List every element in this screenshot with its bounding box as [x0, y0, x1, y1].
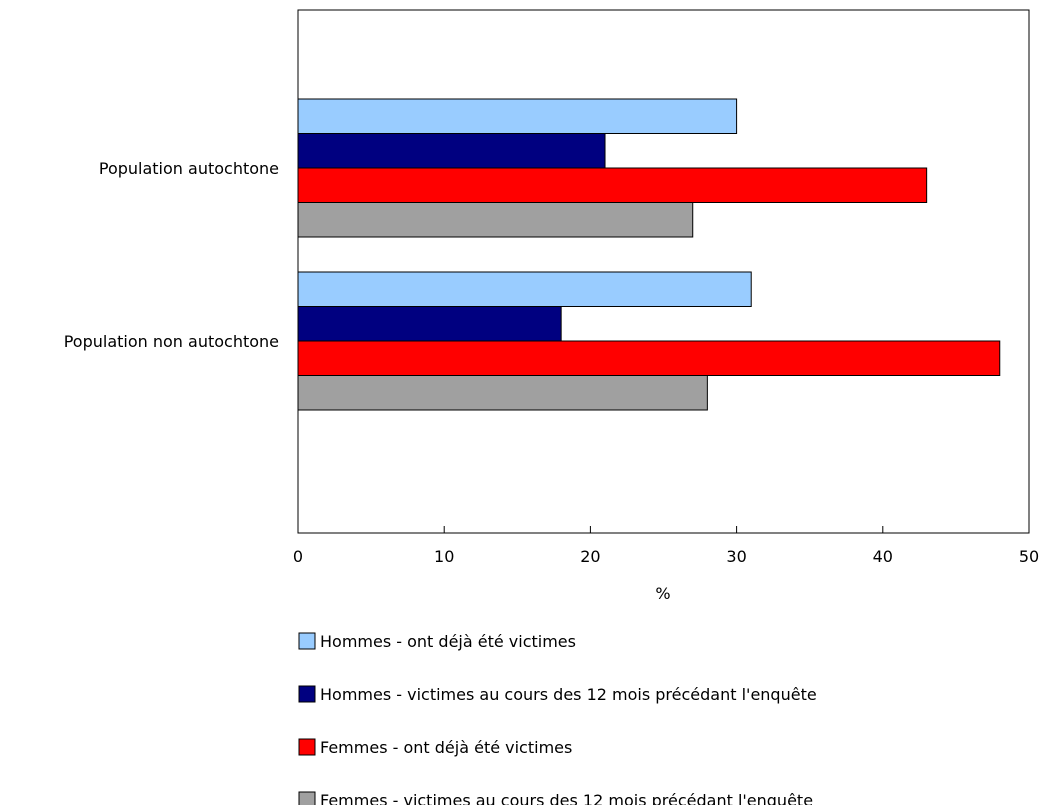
bar	[297, 202, 694, 238]
bar	[297, 375, 708, 411]
bar	[297, 306, 562, 342]
x-axis-title: %	[655, 584, 670, 603]
x-tick-label: 30	[726, 547, 746, 566]
legend-label: Hommes - ont déjà été victimes	[320, 632, 576, 651]
bar	[297, 271, 752, 307]
x-tick-label: 0	[293, 547, 303, 566]
bar	[297, 133, 606, 169]
category-labels: Population autochtone Population non auto…	[64, 159, 279, 351]
x-tick-label: 20	[580, 547, 600, 566]
bars	[297, 98, 1001, 411]
legend-label: Femmes - victimes au cours des 12 mois p…	[320, 791, 813, 805]
legend-label: Hommes - victimes au cours des 12 mois p…	[320, 685, 817, 704]
legend-swatch	[298, 685, 316, 703]
legend-label: Femmes - ont déjà été victimes	[320, 738, 572, 757]
x-tick-label: 40	[873, 547, 893, 566]
legend-swatch	[298, 738, 316, 756]
bar	[297, 167, 928, 203]
legend-swatch	[298, 791, 316, 805]
bar	[297, 98, 738, 134]
category-label: Population non autochtone	[64, 332, 279, 351]
legend-swatch	[298, 632, 316, 650]
bar	[297, 340, 1001, 376]
legend: Hommes - ont déjà été victimes Hommes - v…	[298, 632, 817, 805]
category-label: Population autochtone	[99, 159, 279, 178]
x-tick-label: 50	[1019, 547, 1039, 566]
x-tick-label: 10	[434, 547, 454, 566]
x-axis: 0 10 20 30 40 50	[293, 526, 1039, 566]
